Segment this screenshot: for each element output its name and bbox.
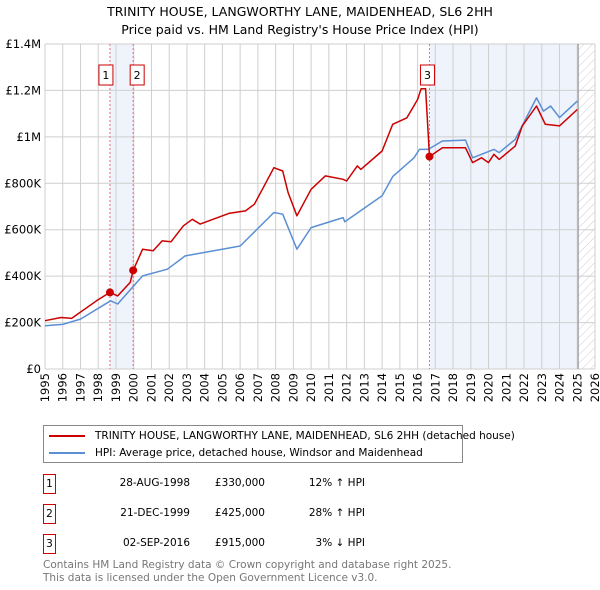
- x-tick-label: 2013: [357, 373, 371, 402]
- sale-number: 1: [43, 474, 56, 494]
- x-tick-label: 2004: [198, 373, 212, 402]
- x-tick-label: 1996: [56, 373, 70, 402]
- x-tick-label: 2006: [233, 373, 247, 402]
- hpi-line: [44, 97, 578, 327]
- sale-point-2: [129, 266, 138, 275]
- x-tick-label: 2009: [286, 373, 300, 402]
- footer-licence: This data is licensed under the Open Gov…: [43, 572, 378, 584]
- x-tick-label: 2024: [553, 373, 567, 402]
- x-tick-label: 2023: [535, 373, 549, 402]
- sale-price: £915,000: [214, 537, 265, 549]
- x-tick-label: 2010: [304, 373, 318, 402]
- shade-region-1-2: [109, 44, 134, 369]
- sale-hpi-diff: 3% ↓ HPI: [315, 537, 365, 549]
- sale-label-1: 1: [102, 69, 109, 82]
- x-tick-label: 1997: [73, 373, 87, 402]
- forecast-hatch: [578, 44, 595, 369]
- y-tick-label: £1.2M: [5, 83, 41, 97]
- legend-swatch-property: [49, 435, 85, 437]
- sale-row: 3 02-SEP-2016 £915,000 3% ↓ HPI: [43, 534, 443, 554]
- sale-price: £330,000: [214, 477, 265, 489]
- sale-point-1: [105, 288, 114, 297]
- sale-price: £425,000: [214, 507, 265, 519]
- x-tick-label: 2002: [162, 373, 176, 402]
- sale-label-box-1: [98, 64, 114, 86]
- x-tick-label: 2026: [588, 373, 600, 402]
- sale-point-3: [425, 152, 434, 161]
- x-tick-label: 2016: [411, 373, 425, 402]
- sale-hpi-diff: 12% ↑ HPI: [308, 477, 365, 489]
- x-tick-label: 2014: [375, 373, 389, 402]
- sale-date: 21-DEC-1999: [120, 507, 190, 519]
- sale-hpi-diff: 28% ↑ HPI: [308, 507, 365, 519]
- y-tick-label: £400K: [4, 269, 41, 283]
- y-tick-label: £1M: [16, 130, 41, 144]
- y-tick-label: £800K: [4, 176, 41, 190]
- x-tick-label: 2001: [144, 373, 158, 402]
- footer-copyright: Contains HM Land Registry data © Crown c…: [43, 559, 452, 571]
- x-tick-label: 2025: [570, 373, 584, 402]
- x-tick-label: 2012: [340, 373, 354, 402]
- chart-subtitle: Price paid vs. HM Land Registry's House …: [121, 22, 479, 37]
- y-tick-label: £1.4M: [5, 37, 41, 51]
- x-tick-label: 2018: [446, 373, 460, 402]
- x-tick-label: 1998: [91, 373, 105, 402]
- x-tick-label: 2011: [322, 373, 336, 402]
- legend-item-property: TRINITY HOUSE, LANGWORTHY LANE, MAIDENHE…: [44, 428, 515, 444]
- x-tick-label: 2008: [269, 373, 283, 402]
- x-tick-label: 1995: [38, 373, 52, 402]
- sale-label-3: 3: [424, 69, 431, 82]
- y-tick-label: £200K: [4, 316, 41, 330]
- legend-label-property: TRINITY HOUSE, LANGWORTHY LANE, MAIDENHE…: [95, 430, 515, 442]
- x-tick-label: 2017: [428, 373, 442, 402]
- chart-title: TRINITY HOUSE, LANGWORTHY LANE, MAIDENHE…: [107, 4, 493, 19]
- legend-item-hpi: HPI: Average price, detached house, Wind…: [44, 445, 423, 461]
- x-tick-label: 2005: [215, 373, 229, 402]
- legend-swatch-hpi: [49, 452, 85, 454]
- x-tick-label: 2000: [127, 373, 141, 402]
- x-tick-label: 2019: [464, 373, 478, 402]
- sale-number: 3: [43, 534, 56, 554]
- x-tick-label: 2022: [517, 373, 531, 402]
- sale-number: 2: [43, 504, 56, 524]
- sale-date: 02-SEP-2016: [122, 537, 190, 549]
- x-tick-label: 2003: [180, 373, 194, 402]
- shade-region-3: [429, 44, 579, 369]
- legend: TRINITY HOUSE, LANGWORTHY LANE, MAIDENHE…: [43, 425, 515, 463]
- y-tick-label: £600K: [4, 223, 41, 237]
- sale-row: 2 21-DEC-1999 £425,000 28% ↑ HPI: [43, 504, 443, 524]
- sale-date: 28-AUG-1998: [119, 477, 190, 489]
- chart-plot: 1995 1996 1997 1998 1999 2000 2001 2002 2003 2004…: [4, 37, 600, 402]
- sale-row: 1 28-AUG-1998 £330,000 12% ↑ HPI: [43, 474, 443, 494]
- y-tick-label: £0: [26, 362, 41, 376]
- x-tick-label: 2007: [251, 373, 265, 402]
- sale-label-2: 2: [134, 69, 141, 82]
- x-tick-label: 2021: [499, 373, 513, 402]
- x-tick-label: 2020: [482, 373, 496, 402]
- x-tick-label: 2015: [393, 373, 407, 402]
- sale-label-box-3: [419, 64, 435, 86]
- x-tick-label: 1999: [109, 373, 123, 402]
- sale-label-box-2: [129, 64, 145, 86]
- legend-label-hpi: HPI: Average price, detached house, Wind…: [95, 447, 423, 459]
- property-price-line: [44, 88, 578, 322]
